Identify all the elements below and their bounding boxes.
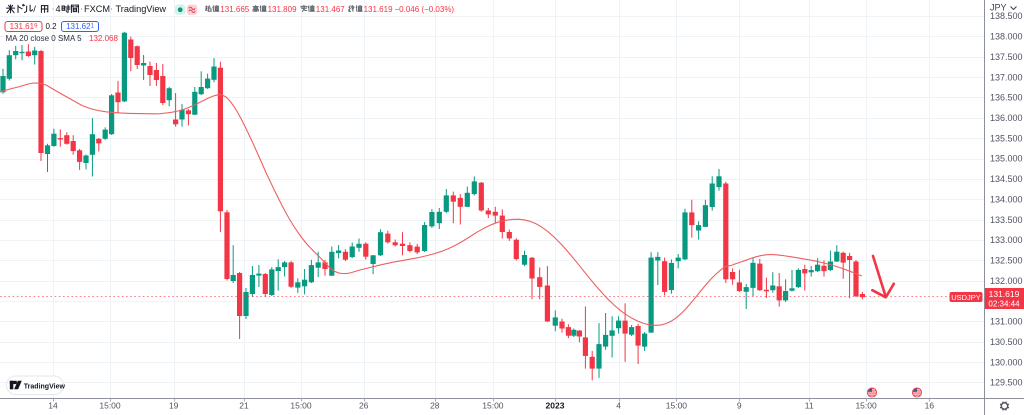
svg-text:·: · [52, 4, 55, 14]
svg-text:28: 28 [430, 401, 440, 411]
svg-text:130.000: 130.000 [990, 357, 1023, 367]
svg-text:2023: 2023 [546, 401, 565, 411]
svg-text:136.500: 136.500 [990, 93, 1023, 103]
svg-text:4: 4 [56, 4, 61, 14]
svg-text:4: 4 [616, 401, 621, 411]
svg-text:130.500: 130.500 [990, 337, 1023, 347]
svg-text:133.500: 133.500 [990, 215, 1023, 225]
svg-text:21: 21 [239, 401, 249, 411]
svg-text:131.619: 131.619 [989, 289, 1020, 299]
svg-text:/: / [33, 4, 36, 15]
svg-text:·: · [80, 4, 83, 14]
svg-text:15:00: 15:00 [666, 401, 688, 411]
svg-text:14: 14 [48, 401, 58, 411]
svg-text:134.500: 134.500 [990, 174, 1023, 184]
svg-text:15:00: 15:00 [855, 401, 877, 411]
svg-text:131.619: 131.619 [10, 22, 38, 31]
svg-text:TradingView: TradingView [116, 4, 167, 14]
svg-text:131.809: 131.809 [268, 5, 297, 14]
svg-text:15:00: 15:00 [290, 401, 312, 411]
svg-text:−0.046 (−0.03%): −0.046 (−0.03%) [395, 5, 455, 14]
svg-text:131.665: 131.665 [220, 5, 249, 14]
svg-text:137.500: 137.500 [990, 52, 1023, 62]
svg-text:11: 11 [805, 401, 814, 411]
svg-text:16: 16 [925, 401, 935, 411]
svg-text:136.000: 136.000 [990, 113, 1023, 123]
svg-text:0.2: 0.2 [45, 22, 57, 31]
svg-text:134.000: 134.000 [990, 194, 1023, 204]
svg-text:FXCM: FXCM [84, 4, 110, 14]
svg-text:132.068: 132.068 [89, 34, 118, 43]
svg-text:TradingView: TradingView [24, 384, 66, 391]
svg-text:02:34:44: 02:34:44 [988, 300, 1020, 309]
svg-text:137.000: 137.000 [990, 72, 1023, 82]
svg-text:JPY: JPY [990, 3, 1007, 13]
svg-text:132.500: 132.500 [990, 256, 1023, 266]
svg-text:138.000: 138.000 [990, 32, 1023, 42]
svg-text:135.500: 135.500 [990, 133, 1023, 143]
svg-text:19: 19 [169, 401, 179, 411]
svg-text:·: · [110, 4, 113, 14]
svg-text:131.467: 131.467 [316, 5, 345, 14]
svg-text:132.000: 132.000 [990, 276, 1023, 286]
svg-text:131.000: 131.000 [990, 317, 1023, 327]
svg-text:9: 9 [737, 401, 742, 411]
svg-text:15:00: 15:00 [482, 401, 504, 411]
svg-text:135.000: 135.000 [990, 154, 1023, 164]
svg-text:26: 26 [359, 401, 369, 411]
svg-text:131.621: 131.621 [66, 22, 94, 31]
svg-text:15:00: 15:00 [99, 401, 121, 411]
svg-text:USDJPY: USDJPY [951, 293, 981, 302]
svg-text:MA 20 close 0 SMA 5: MA 20 close 0 SMA 5 [6, 34, 83, 43]
svg-text:129.500: 129.500 [990, 378, 1023, 388]
svg-text:138.500: 138.500 [990, 11, 1023, 21]
svg-text:131.619: 131.619 [364, 5, 393, 14]
svg-text:133.000: 133.000 [990, 235, 1023, 245]
